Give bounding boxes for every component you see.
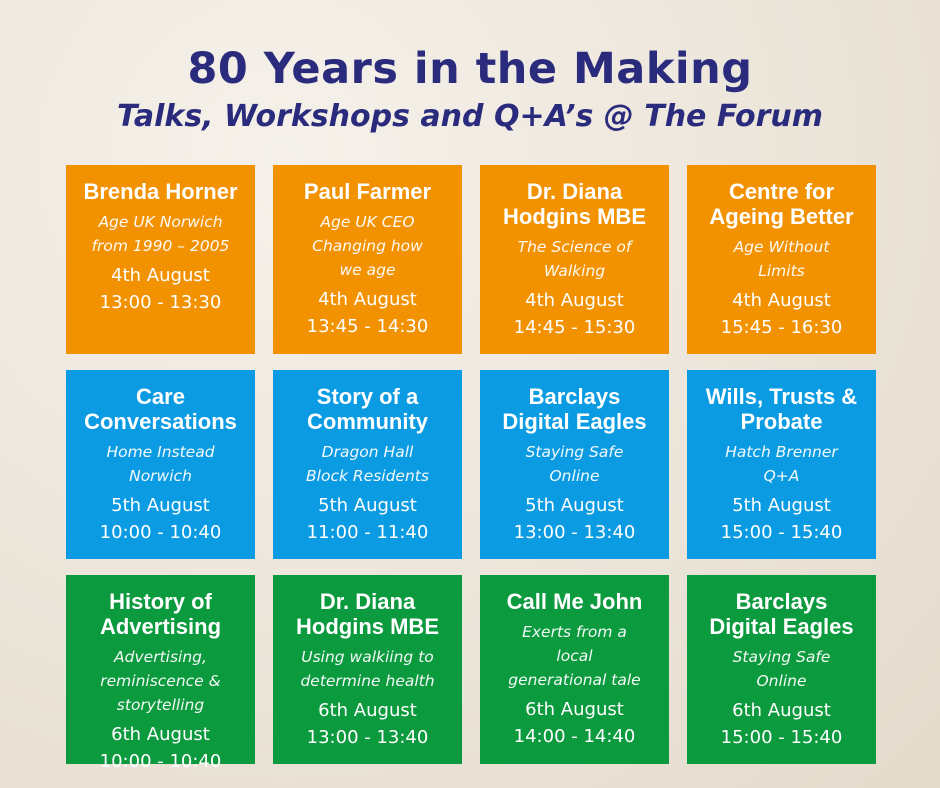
- event-title: Dr. Diana Hodgins MBE: [296, 589, 439, 639]
- event-card: Barclays Digital Eagles Staying Safe Onli…: [687, 575, 876, 764]
- event-card: Paul Farmer Age UK CEO Changing how we ag…: [273, 165, 462, 354]
- event-date: 5th August: [111, 495, 210, 516]
- event-card: Care Conversations Home Instead Norwich 5t…: [66, 370, 255, 559]
- event-card: Dr. Diana Hodgins MBE Using walkiing to d…: [273, 575, 462, 764]
- event-date: 4th August: [111, 265, 210, 286]
- event-time: 13:00 - 13:40: [513, 522, 636, 543]
- event-title: Dr. Diana Hodgins MBE: [503, 179, 646, 229]
- event-date: 6th August: [111, 724, 210, 745]
- event-date: 6th August: [318, 700, 417, 721]
- event-date: 4th August: [732, 290, 831, 311]
- event-subtitle: Age Without Limits: [733, 238, 830, 280]
- poster-title: 80 Years in the Making: [187, 44, 753, 94]
- event-subtitle: Advertising, reminiscence & storytelling: [100, 648, 221, 714]
- event-subtitle: Using walkiing to determine health: [300, 648, 435, 690]
- event-date: 5th August: [732, 495, 831, 516]
- event-title: Centre for Ageing Better: [709, 179, 854, 229]
- event-title: Brenda Horner: [83, 179, 238, 204]
- event-date: 6th August: [732, 700, 831, 721]
- event-subtitle: Exerts from a local generational tale: [508, 623, 641, 689]
- event-date: 5th August: [318, 495, 417, 516]
- event-subtitle: Age UK Norwich from 1990 – 2005: [91, 213, 230, 255]
- event-title: Paul Farmer: [303, 179, 432, 204]
- event-title: Story of a Community: [307, 384, 428, 434]
- event-card: Dr. Diana Hodgins MBE The Science of Walk…: [480, 165, 669, 354]
- poster-subtitle: Talks, Workshops and Q+A’s @ The Forum: [116, 99, 824, 134]
- event-time: 13:00 - 13:40: [306, 727, 429, 748]
- event-time: 14:45 - 15:30: [513, 317, 636, 338]
- event-card: Barclays Digital Eagles Staying Safe Onli…: [480, 370, 669, 559]
- event-subtitle: Hatch Brenner Q+A: [725, 443, 838, 485]
- event-time: 13:45 - 14:30: [306, 316, 429, 337]
- event-title: Barclays Digital Eagles: [502, 384, 647, 434]
- event-title: History of Advertising: [99, 589, 222, 639]
- event-subtitle: Home Instead Norwich: [106, 443, 215, 485]
- event-date: 5th August: [525, 495, 624, 516]
- event-date: 6th August: [525, 699, 624, 720]
- event-time: 11:00 - 11:40: [306, 522, 429, 543]
- event-title: Barclays Digital Eagles: [709, 589, 854, 639]
- event-title: Wills, Trusts & Probate: [705, 384, 858, 434]
- event-time: 15:45 - 16:30: [720, 317, 843, 338]
- event-subtitle: Staying Safe Online: [525, 443, 624, 485]
- event-time: 10:00 - 10:40: [99, 751, 222, 772]
- event-grid: Brenda Horner Age UK Norwich from 1990 – …: [66, 165, 876, 772]
- event-subtitle: The Science of Walking: [517, 238, 632, 280]
- event-card: Call Me John Exerts from a local generati…: [480, 575, 669, 764]
- event-card: Centre for Ageing Better Age Without Limi…: [687, 165, 876, 354]
- event-title: Care Conversations: [84, 384, 237, 434]
- event-time: 14:00 - 14:40: [513, 726, 636, 747]
- event-time: 15:00 - 15:40: [720, 727, 843, 748]
- event-subtitle: Staying Safe Online: [732, 648, 831, 690]
- event-subtitle: Dragon Hall Block Residents: [306, 443, 429, 485]
- event-card: Brenda Horner Age UK Norwich from 1990 – …: [66, 165, 255, 354]
- event-title: Call Me John: [506, 589, 643, 614]
- event-subtitle: Age UK CEO Changing how we age: [312, 213, 423, 279]
- event-date: 4th August: [525, 290, 624, 311]
- event-card: History of Advertising Advertising, remin…: [66, 575, 255, 772]
- event-date: 4th August: [318, 289, 417, 310]
- event-time: 13:00 - 13:30: [99, 292, 222, 313]
- event-time: 10:00 - 10:40: [99, 522, 222, 543]
- event-card: Wills, Trusts & Probate Hatch Brenner Q+A…: [687, 370, 876, 559]
- event-card: Story of a Community Dragon Hall Block Re…: [273, 370, 462, 559]
- event-time: 15:00 - 15:40: [720, 522, 843, 543]
